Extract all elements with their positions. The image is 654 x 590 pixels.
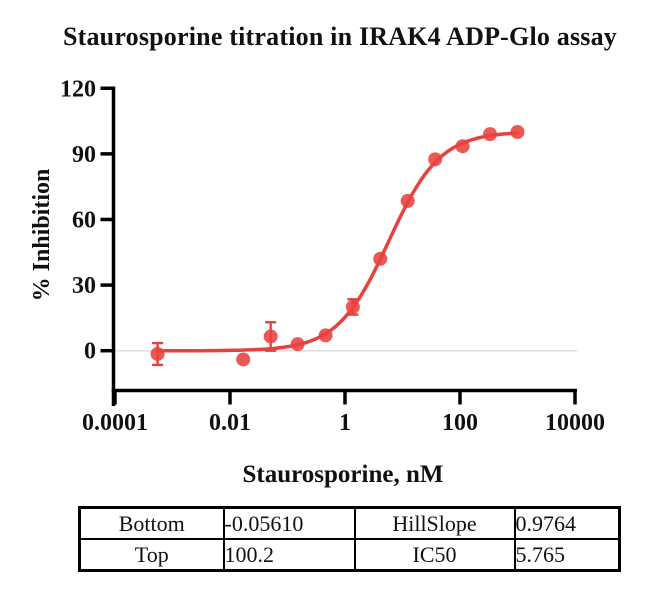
x-tick-label: 10000 xyxy=(545,410,605,436)
data-point xyxy=(510,125,525,139)
param-value-ic50: 5.765 xyxy=(513,538,621,572)
x-tick-label: 0.0001 xyxy=(82,410,148,436)
data-point xyxy=(483,127,498,142)
data-point xyxy=(400,193,415,208)
data-point xyxy=(455,139,470,154)
param-value-top: 100.2 xyxy=(222,538,356,572)
param-label-hillslope: HillSlope xyxy=(353,506,516,540)
x-tick-label: 1 xyxy=(339,410,351,436)
fit-parameters-table: Bottom -0.05610 HillSlope 0.9764 Top 100… xyxy=(78,506,621,572)
table-row: Top 100.2 IC50 5.765 xyxy=(78,538,621,572)
y-tick-label: 90 xyxy=(72,142,96,168)
param-label-top: Top xyxy=(78,538,225,572)
data-point xyxy=(150,346,165,361)
data-point xyxy=(345,299,360,314)
chart-title: Staurosporine titration in IRAK4 ADP-Glo… xyxy=(62,22,618,51)
table-row: Bottom -0.05610 HillSlope 0.9764 xyxy=(78,506,621,540)
param-label-ic50: IC50 xyxy=(353,538,516,572)
y-tick-label: 0 xyxy=(84,339,96,365)
fit-curve xyxy=(155,131,520,353)
x-axis-title: Staurosporine, nM xyxy=(242,461,444,488)
param-value-bottom: -0.05610 xyxy=(222,506,356,540)
y-tick-label: 60 xyxy=(72,207,96,233)
dose-response-plot: 0 30 60 90 120 0.0001 0.01 1 100 10000 xyxy=(60,76,605,436)
data-point xyxy=(428,152,443,167)
param-label-bottom: Bottom xyxy=(78,506,225,540)
data-point xyxy=(236,352,251,367)
y-axis-title: % Inhibition xyxy=(29,168,55,302)
data-point xyxy=(318,328,333,343)
y-tick-label: 30 xyxy=(72,273,96,299)
data-point xyxy=(290,337,305,352)
param-value-hillslope: 0.9764 xyxy=(513,506,621,540)
y-tick-label: 120 xyxy=(60,76,96,102)
x-tick-label: 100 xyxy=(442,410,478,436)
data-point xyxy=(263,329,278,344)
x-tick-label: 0.01 xyxy=(209,410,251,436)
data-point xyxy=(373,251,388,266)
